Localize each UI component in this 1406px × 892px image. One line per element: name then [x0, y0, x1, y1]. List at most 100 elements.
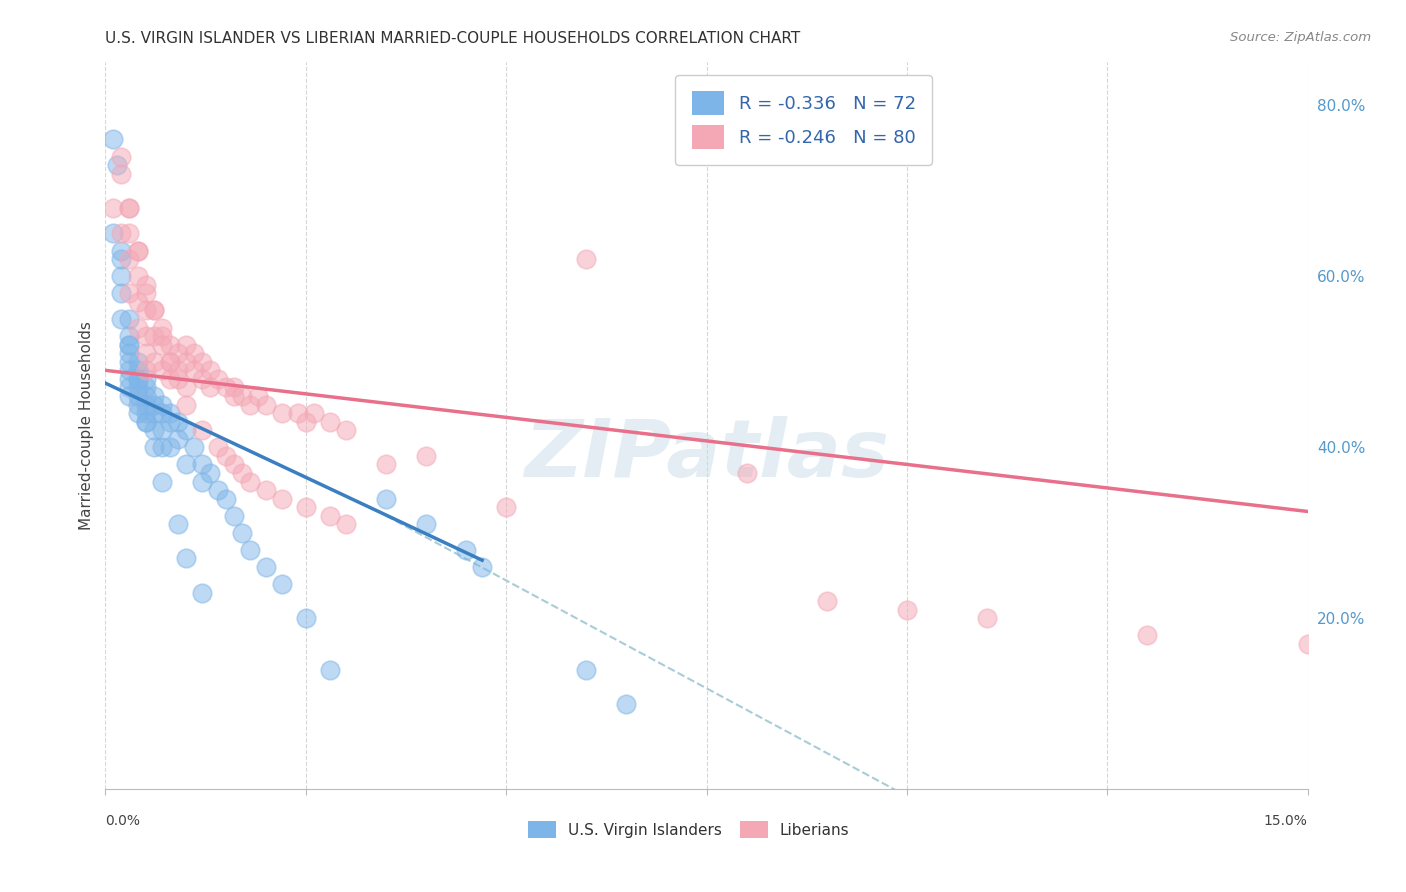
Point — [110, 167, 132, 181]
Point — [135, 303, 157, 318]
Point — [183, 346, 205, 360]
Point — [190, 423, 212, 437]
Y-axis label: Married-couple Households: Married-couple Households — [79, 321, 94, 531]
Point — [190, 458, 212, 472]
Point — [118, 363, 141, 377]
Point — [319, 415, 342, 429]
Point — [159, 372, 181, 386]
Point — [127, 294, 149, 309]
Point — [118, 227, 141, 241]
Point — [150, 423, 173, 437]
Point — [174, 423, 197, 437]
Point — [295, 611, 318, 625]
Point — [222, 380, 245, 394]
Point — [142, 398, 165, 412]
Point — [174, 337, 197, 351]
Point — [190, 372, 212, 386]
Point — [198, 466, 221, 480]
Point — [135, 372, 157, 386]
Point — [575, 252, 598, 267]
Point — [207, 440, 229, 454]
Point — [198, 380, 221, 394]
Point — [118, 337, 141, 351]
Point — [896, 603, 918, 617]
Point — [214, 380, 236, 394]
Point — [302, 406, 325, 420]
Point — [103, 227, 125, 241]
Point — [135, 415, 157, 429]
Text: Source: ZipAtlas.com: Source: ZipAtlas.com — [1230, 31, 1371, 45]
Point — [166, 346, 188, 360]
Point — [150, 337, 173, 351]
Point — [815, 594, 838, 608]
Point — [231, 525, 253, 540]
Point — [319, 663, 342, 677]
Point — [495, 500, 517, 515]
Point — [159, 355, 181, 369]
Point — [374, 458, 398, 472]
Point — [127, 398, 149, 412]
Point — [150, 398, 173, 412]
Point — [374, 491, 398, 506]
Point — [159, 355, 181, 369]
Point — [135, 346, 157, 360]
Point — [174, 380, 197, 394]
Point — [183, 440, 205, 454]
Point — [110, 252, 132, 267]
Point — [254, 398, 277, 412]
Point — [190, 585, 212, 599]
Point — [118, 201, 141, 215]
Point — [335, 423, 357, 437]
Point — [207, 372, 229, 386]
Point — [159, 337, 181, 351]
Point — [159, 440, 181, 454]
Point — [454, 543, 477, 558]
Point — [127, 355, 149, 369]
Point — [735, 466, 758, 480]
Point — [254, 483, 277, 497]
Point — [135, 398, 157, 412]
Point — [118, 286, 141, 301]
Point — [166, 432, 188, 446]
Point — [183, 363, 205, 377]
Point — [127, 269, 149, 284]
Point — [222, 458, 245, 472]
Point — [127, 372, 149, 386]
Point — [135, 363, 157, 377]
Point — [174, 398, 197, 412]
Point — [118, 355, 141, 369]
Point — [159, 406, 181, 420]
Point — [110, 244, 132, 258]
Point — [270, 406, 292, 420]
Point — [231, 389, 253, 403]
Point — [127, 380, 149, 394]
Point — [159, 415, 181, 429]
Point — [127, 244, 149, 258]
Point — [239, 543, 262, 558]
Point — [335, 517, 357, 532]
Point — [287, 406, 309, 420]
Text: ZIPatlas: ZIPatlas — [524, 416, 889, 494]
Point — [976, 611, 998, 625]
Point — [270, 491, 292, 506]
Point — [118, 312, 141, 326]
Point — [198, 363, 221, 377]
Point — [575, 663, 598, 677]
Point — [166, 415, 188, 429]
Point — [222, 508, 245, 523]
Point — [118, 329, 141, 343]
Point — [150, 440, 173, 454]
Text: U.S. VIRGIN ISLANDER VS LIBERIAN MARRIED-COUPLE HOUSEHOLDS CORRELATION CHART: U.S. VIRGIN ISLANDER VS LIBERIAN MARRIED… — [105, 31, 800, 46]
Point — [110, 312, 132, 326]
Point — [166, 363, 188, 377]
Point — [142, 423, 165, 437]
Point — [110, 269, 132, 284]
Point — [174, 355, 197, 369]
Point — [166, 372, 188, 386]
Point — [295, 415, 318, 429]
Point — [107, 158, 129, 172]
Point — [142, 303, 165, 318]
Point — [103, 201, 125, 215]
Point — [190, 355, 212, 369]
Point — [166, 517, 188, 532]
